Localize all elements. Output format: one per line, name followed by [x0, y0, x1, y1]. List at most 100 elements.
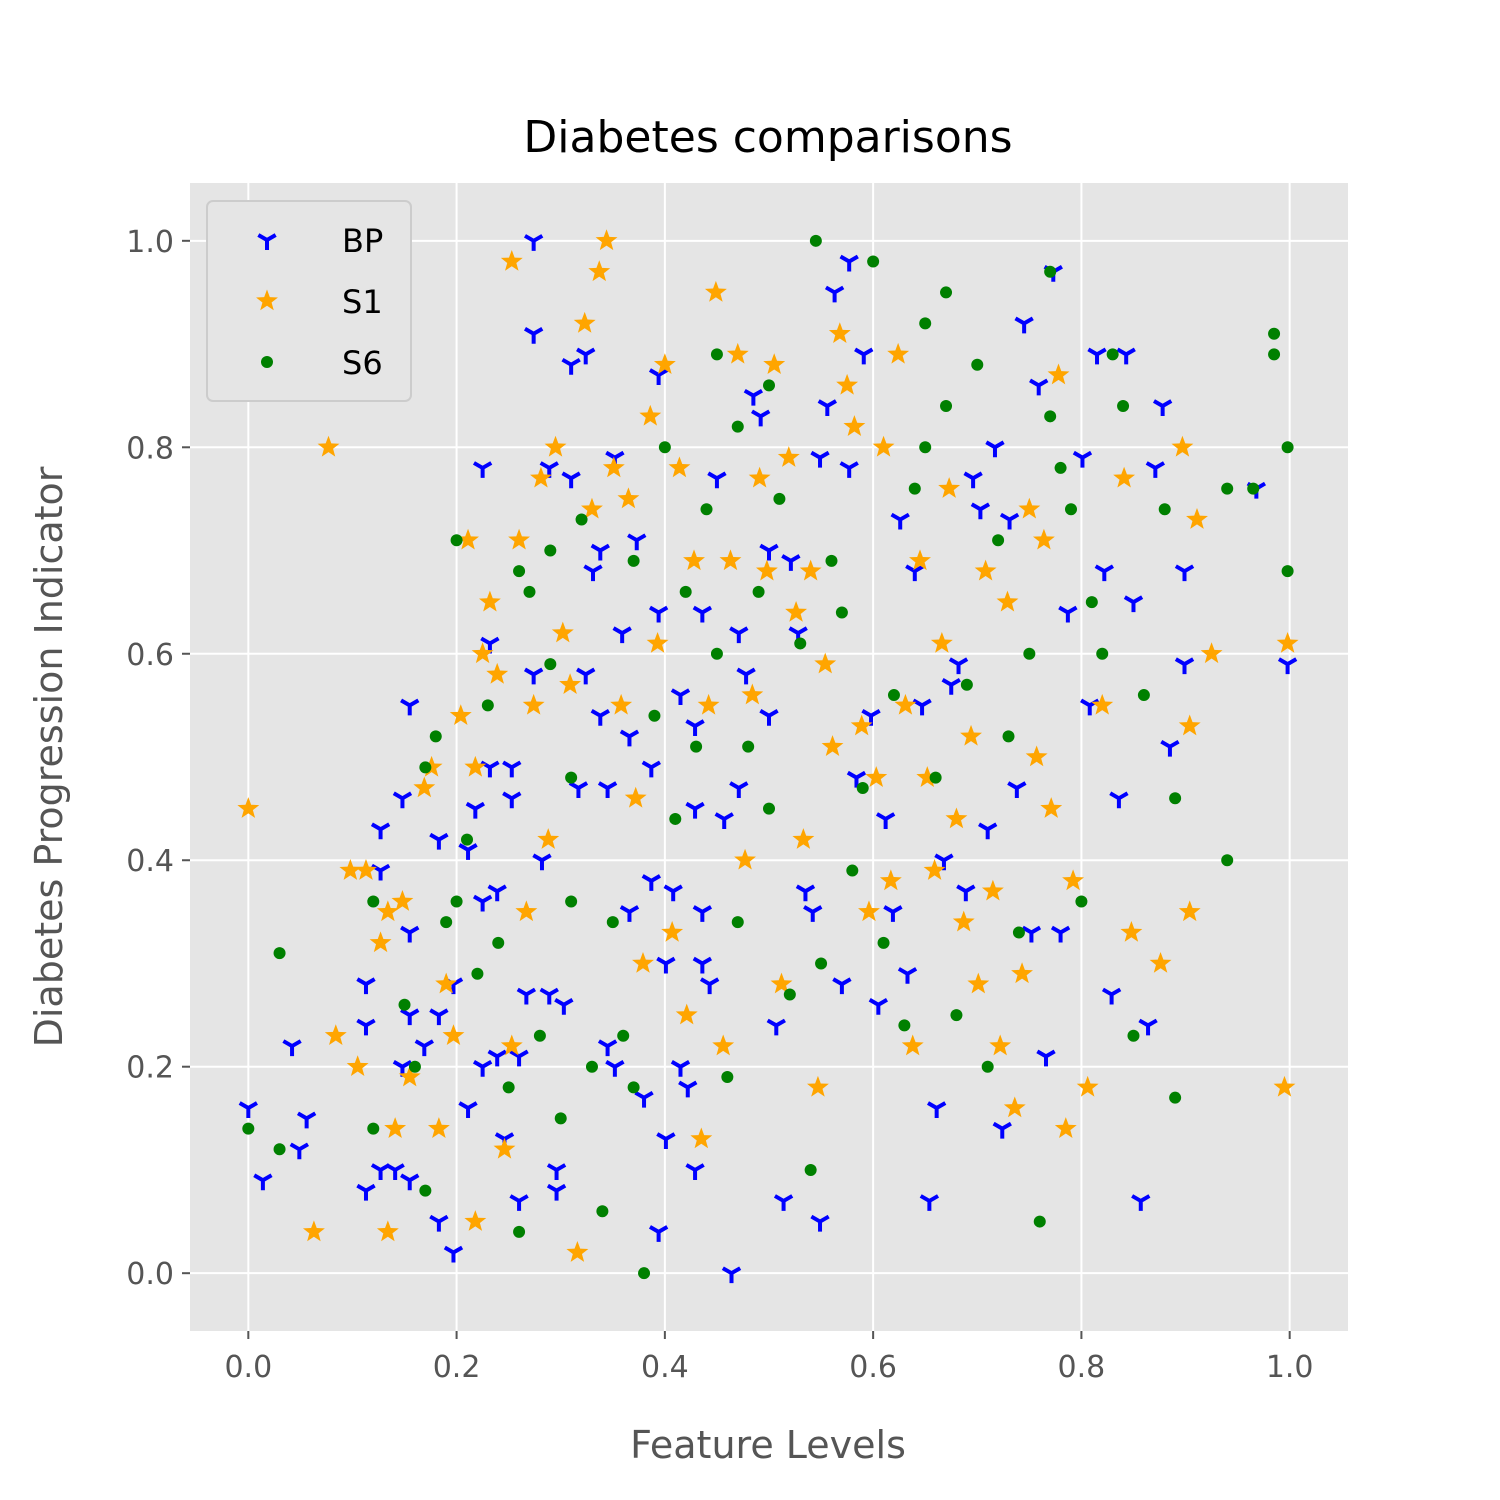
data-point-s1 — [500, 1034, 523, 1056]
data-point-bp — [692, 605, 713, 623]
data-point-s1 — [369, 931, 392, 953]
data-point-bp — [641, 874, 661, 891]
data-point-bp — [458, 843, 478, 860]
data-point-bp — [678, 1080, 698, 1098]
data-point-bp — [1174, 564, 1195, 582]
data-point-s6 — [700, 503, 713, 516]
legend: BP S1 S6 — [206, 200, 412, 402]
data-point-bp — [480, 760, 500, 778]
data-point-s6 — [815, 957, 828, 970]
data-point-s1 — [1011, 962, 1033, 984]
data-point-s6 — [1281, 441, 1294, 454]
data-point-bp — [992, 1121, 1012, 1139]
data-point-bp — [1014, 316, 1034, 334]
data-point-s6 — [554, 1112, 567, 1125]
data-point-s1 — [901, 1034, 924, 1056]
data-point-s1 — [1003, 1096, 1026, 1118]
data-point-s6 — [1117, 399, 1130, 412]
series-bp — [238, 234, 1298, 1284]
data-point-s1 — [872, 435, 895, 457]
data-point-s6 — [627, 554, 640, 567]
data-point-s1 — [1091, 693, 1114, 715]
data-point-s6 — [1169, 792, 1182, 805]
data-point-s1 — [807, 1075, 829, 1097]
data-point-bp — [1101, 987, 1122, 1005]
data-point-bp — [400, 1173, 420, 1191]
data-point-bp — [781, 554, 801, 571]
data-point-bp — [648, 368, 669, 386]
data-point-bp — [554, 998, 574, 1015]
data-point-bp — [685, 719, 705, 737]
data-point-s1 — [566, 1241, 589, 1262]
data-point-s1 — [938, 477, 961, 498]
data-point-s1 — [595, 229, 618, 251]
x-tick-label: 0.6 — [849, 1350, 897, 1385]
data-point-s6 — [1096, 647, 1109, 660]
data-point-bp — [414, 1039, 434, 1057]
data-point-bp — [576, 347, 596, 365]
x-tick-label: 0.8 — [1058, 1350, 1106, 1385]
data-point-s6 — [461, 833, 474, 846]
legend-label-s6: S6 — [342, 344, 383, 382]
data-point-s1 — [770, 972, 793, 994]
data-point-bp — [502, 760, 522, 778]
data-point-s6 — [1268, 348, 1281, 361]
data-point-s6 — [940, 399, 953, 412]
y-axis-label: Diabetes Progression Indicator — [27, 466, 71, 1047]
data-point-s1 — [376, 900, 399, 922]
data-point-bp — [627, 533, 647, 551]
data-point-s1 — [799, 559, 822, 581]
data-point-s1 — [814, 652, 837, 674]
data-point-bp — [875, 812, 896, 829]
data-point-s1 — [726, 342, 749, 364]
data-point-bp — [597, 781, 618, 798]
data-point-s6 — [877, 936, 890, 949]
data-point-bp — [963, 471, 983, 489]
data-point-s1 — [974, 559, 997, 581]
data-point-s6 — [1023, 647, 1036, 660]
data-point-bp — [1152, 399, 1173, 416]
data-point-s1 — [391, 890, 414, 911]
data-point-bp — [370, 863, 391, 881]
data-point-bp — [670, 688, 691, 706]
data-point-bp — [1050, 925, 1071, 943]
data-point-s1 — [704, 280, 727, 302]
data-point-s6 — [1106, 348, 1119, 361]
data-point-bp — [970, 502, 991, 520]
data-point-bp — [817, 399, 837, 416]
data-point-s1 — [821, 735, 844, 756]
data-point-s6 — [471, 967, 484, 980]
data-point-s6 — [867, 255, 880, 268]
data-point-s6 — [450, 534, 463, 547]
data-point-s6 — [585, 1060, 598, 1073]
data-point-s6 — [596, 1205, 609, 1218]
data-point-s1 — [734, 848, 756, 870]
data-point-s6 — [481, 699, 494, 712]
data-point-s1 — [1018, 497, 1041, 519]
data-point-s1 — [559, 673, 582, 695]
data-point-s6 — [960, 678, 973, 691]
data-point-s6 — [1137, 689, 1150, 702]
data-point-s6 — [929, 771, 942, 784]
data-point-s1 — [960, 724, 982, 746]
data-point-bp — [1277, 657, 1298, 675]
data-point-bp — [523, 667, 544, 685]
data-point-s1 — [1025, 745, 1048, 767]
data-point-s6 — [1247, 482, 1260, 495]
y-tick-label: 1.0 — [126, 225, 174, 260]
data-point-s1 — [317, 435, 340, 457]
data-point-s6 — [846, 864, 859, 877]
data-point-s6 — [1127, 1029, 1140, 1042]
data-point-bp — [1131, 1194, 1151, 1211]
data-point-bp — [1160, 739, 1180, 757]
data-point-s1 — [544, 435, 567, 457]
data-point-bp — [714, 812, 734, 829]
data-point-bp — [919, 1194, 940, 1211]
data-point-bp — [648, 1225, 669, 1242]
data-point-s1 — [850, 714, 873, 736]
data-point-s1 — [376, 1220, 399, 1242]
data-point-s1 — [967, 972, 990, 994]
data-point-s6 — [242, 1122, 255, 1135]
data-point-s6 — [398, 998, 411, 1011]
y-tick-label: 0.6 — [126, 638, 174, 673]
